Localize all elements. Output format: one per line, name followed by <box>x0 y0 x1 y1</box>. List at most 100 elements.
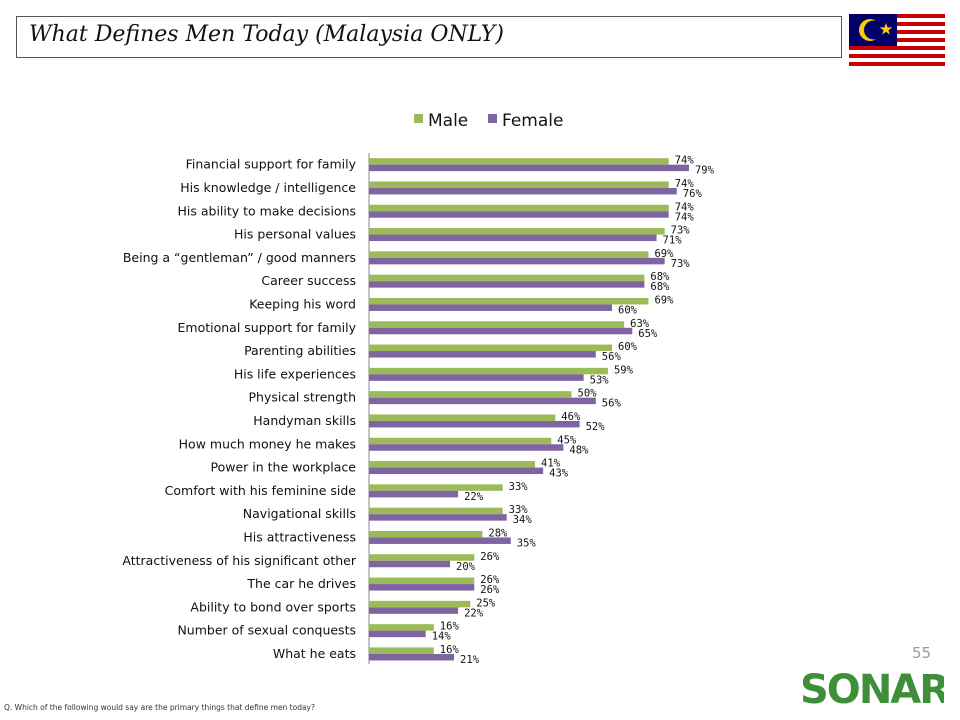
category-label: Emotional support for family <box>178 320 357 335</box>
data-label-female: 71% <box>663 235 683 247</box>
svg-text:SONAR: SONAR <box>800 667 944 711</box>
sonar-logo: SONAR <box>800 667 944 711</box>
legend-swatch-female <box>488 114 497 123</box>
data-label-male: 63% <box>630 318 650 330</box>
category-label: Comfort with his feminine side <box>165 483 357 498</box>
category-label: Number of sexual conquests <box>177 623 356 638</box>
data-label-female: 52% <box>586 421 606 433</box>
data-label-male: 73% <box>671 225 691 237</box>
bar-female <box>369 327 633 335</box>
data-label-male: 74% <box>675 201 695 213</box>
legend-label-male: Male <box>428 111 468 131</box>
bar-female <box>369 444 564 451</box>
data-label-male: 68% <box>650 271 670 283</box>
category-label: Being a “gentleman” / good manners <box>123 250 356 265</box>
category-label: Power in the workplace <box>210 460 356 475</box>
data-label-male: 33% <box>509 504 529 516</box>
data-label-female: 74% <box>675 211 695 223</box>
data-label-female: 56% <box>602 351 622 363</box>
category-label: Parenting abilities <box>244 343 356 358</box>
bar-male <box>369 204 669 212</box>
data-label-male: 41% <box>541 458 561 470</box>
data-label-female: 21% <box>460 654 480 666</box>
category-label: Keeping his word <box>249 296 356 311</box>
data-label-female: 14% <box>432 631 452 643</box>
flag-stripe <box>849 46 945 50</box>
category-label: Handyman skills <box>253 413 356 428</box>
bar-male <box>369 507 503 515</box>
bar-female <box>369 257 665 265</box>
data-label-male: 33% <box>509 481 529 493</box>
bar-male <box>369 321 625 328</box>
data-label-male: 60% <box>618 341 638 353</box>
bar-male <box>369 367 608 375</box>
data-label-female: 26% <box>480 584 500 596</box>
bar-male <box>369 437 552 445</box>
category-label: His ability to make decisions <box>178 203 357 218</box>
value-labels: 74%79%74%76%74%74%73%71%69%73%68%68%69%6… <box>432 155 715 666</box>
bar-male <box>369 484 503 491</box>
category-label: His attractiveness <box>243 529 356 544</box>
bar-male <box>369 251 649 258</box>
category-label: Physical strength <box>249 390 356 405</box>
bar-female <box>369 607 459 614</box>
flag-stripe <box>849 66 945 70</box>
category-label: How much money he makes <box>179 436 356 451</box>
bar-female <box>369 351 596 358</box>
data-label-female: 79% <box>695 165 715 177</box>
data-label-female: 48% <box>569 444 589 456</box>
data-label-female: 68% <box>650 281 670 293</box>
bar-male <box>369 577 475 585</box>
flag-stripe <box>849 62 945 66</box>
bar-female <box>369 467 544 475</box>
bar-female <box>369 653 455 661</box>
bar-male <box>369 158 669 165</box>
data-label-male: 26% <box>480 551 500 563</box>
bar-male <box>369 414 556 421</box>
page-number: 55 <box>912 644 932 662</box>
data-label-female: 65% <box>638 328 658 340</box>
bar-female <box>369 514 507 521</box>
data-label-male: 28% <box>488 527 508 539</box>
data-label-male: 45% <box>557 434 577 446</box>
data-label-female: 35% <box>517 537 537 549</box>
data-label-male: 46% <box>561 411 581 423</box>
data-label-male: 69% <box>654 294 674 306</box>
bar-female <box>369 164 689 172</box>
category-label: His life experiences <box>234 366 356 381</box>
legend-label-female: Female <box>502 111 563 131</box>
category-label: Financial support for family <box>186 157 357 172</box>
data-label-female: 56% <box>602 398 622 410</box>
data-label-female: 53% <box>590 374 610 386</box>
bar-female <box>369 397 596 405</box>
data-label-female: 60% <box>618 304 638 316</box>
bar-female <box>369 420 580 428</box>
bar-male <box>369 228 665 235</box>
bar-male <box>369 554 475 561</box>
data-label-male: 50% <box>578 388 598 400</box>
data-label-male: 25% <box>476 597 496 609</box>
category-label: The car he drives <box>246 576 356 591</box>
flag-stripe <box>849 50 945 54</box>
bar-male <box>369 391 572 398</box>
data-label-male: 16% <box>440 644 460 656</box>
bar-male <box>369 624 434 631</box>
chart-legend: Male Female <box>414 111 563 131</box>
bar-male <box>369 274 645 282</box>
category-label: Ability to bond over sports <box>190 599 356 614</box>
bar-female <box>369 537 511 544</box>
data-label-female: 76% <box>683 188 703 200</box>
category-label: Attractiveness of his significant other <box>122 553 356 568</box>
bar-female <box>369 211 669 218</box>
flag-stripe <box>849 58 945 62</box>
bar-female <box>369 187 677 195</box>
bar-female <box>369 490 459 498</box>
bar-female <box>369 630 426 638</box>
data-label-male: 69% <box>654 248 674 260</box>
category-label: His personal values <box>234 227 356 242</box>
data-label-male: 74% <box>675 178 695 190</box>
bar-male <box>369 530 483 538</box>
bar-male <box>369 647 434 654</box>
flag-stripe <box>849 54 945 58</box>
